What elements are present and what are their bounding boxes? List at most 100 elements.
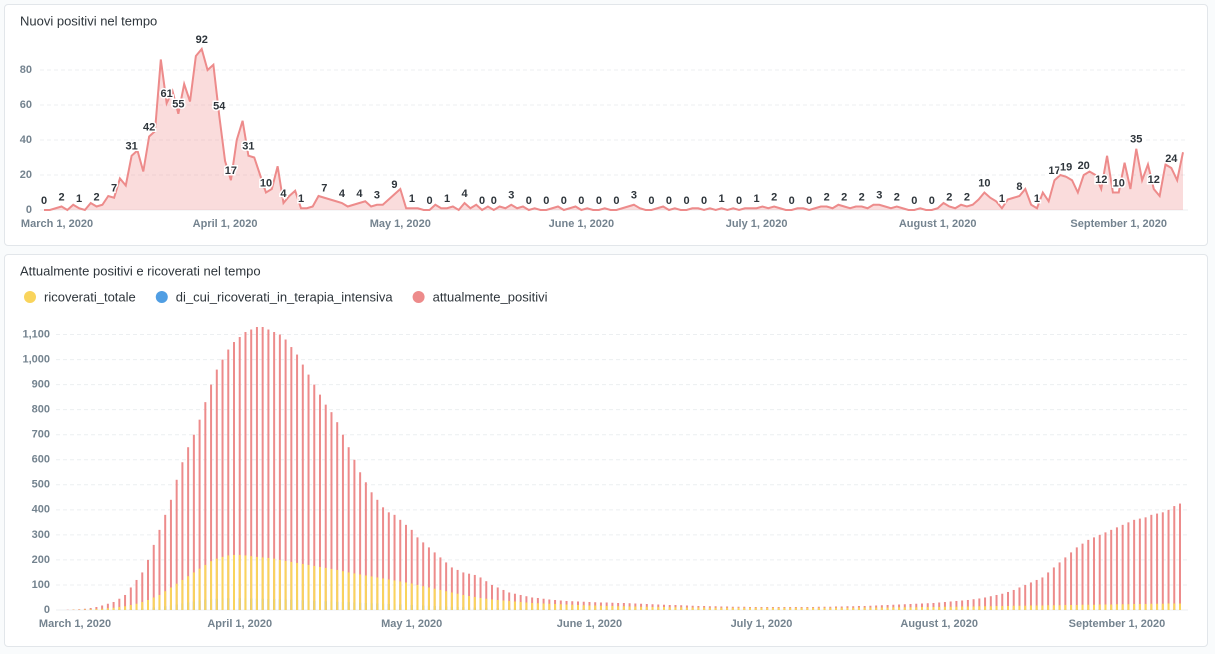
bar <box>1110 604 1113 610</box>
data-label: 2 <box>824 191 830 203</box>
bar <box>898 607 901 610</box>
bar <box>290 561 293 610</box>
data-label: 10 <box>978 177 990 189</box>
x-tick-label: July 1, 2020 <box>731 618 793 630</box>
bar <box>456 569 459 610</box>
bar <box>1018 587 1021 610</box>
bar <box>617 606 620 610</box>
data-label: 0 <box>806 195 812 207</box>
bar <box>668 607 671 610</box>
bar <box>749 607 751 610</box>
bar <box>1133 519 1136 610</box>
bar <box>301 364 304 610</box>
bar <box>244 332 247 610</box>
bar <box>118 606 121 610</box>
bar <box>427 547 430 610</box>
data-label: 0 <box>613 195 619 207</box>
bar <box>783 607 786 610</box>
bar <box>508 600 511 610</box>
bar <box>278 334 281 610</box>
bar <box>949 606 952 610</box>
bar <box>370 492 373 610</box>
bar <box>198 419 201 610</box>
bar <box>1058 605 1061 610</box>
bar <box>680 607 683 610</box>
bar <box>422 542 425 610</box>
bar <box>324 404 327 610</box>
x-tick-label: May 1, 2020 <box>370 218 431 230</box>
data-label: 55 <box>172 99 184 111</box>
data-label: 4 <box>356 188 363 200</box>
data-label: 4 <box>461 188 468 200</box>
bar <box>278 559 281 610</box>
bar <box>473 574 476 610</box>
bar <box>359 472 362 610</box>
bar <box>812 607 815 610</box>
bar <box>353 459 356 610</box>
bar <box>519 601 522 610</box>
data-label: 0 <box>526 195 532 207</box>
bar <box>542 603 545 610</box>
data-label: 1 <box>444 193 450 205</box>
legend-swatch <box>24 291 36 303</box>
bar <box>1047 605 1050 610</box>
bar <box>296 562 299 610</box>
bar <box>221 556 224 610</box>
y-tick-label: 200 <box>32 554 50 566</box>
bar <box>1029 605 1032 610</box>
data-label: 2 <box>58 191 64 203</box>
bar <box>433 588 436 610</box>
bar <box>857 607 860 610</box>
data-label: 8 <box>1016 181 1022 193</box>
bar <box>135 603 138 610</box>
bar <box>83 608 86 610</box>
bar <box>536 603 539 610</box>
bar <box>204 402 207 610</box>
bar <box>1070 552 1073 610</box>
bar <box>387 512 390 610</box>
bar <box>215 558 218 610</box>
bar <box>599 605 602 610</box>
bar <box>1052 567 1055 610</box>
bar <box>708 607 711 610</box>
bar <box>932 602 935 610</box>
bar <box>290 347 293 610</box>
data-label: 0 <box>701 195 707 207</box>
bar <box>978 606 981 610</box>
bar <box>938 602 941 610</box>
bar <box>124 594 127 610</box>
bar <box>89 607 92 610</box>
bar <box>823 607 826 610</box>
bar <box>989 596 992 610</box>
y-tick-label: 300 <box>32 529 50 541</box>
data-label: 31 <box>125 141 137 153</box>
bar <box>491 584 493 610</box>
bar <box>1138 603 1141 610</box>
bar <box>450 592 453 610</box>
bar <box>382 507 385 610</box>
data-label: 19 <box>1060 162 1072 174</box>
bar <box>571 604 574 610</box>
legend-label: di_cui_ricoverati_in_terapia_intensiva <box>176 289 394 304</box>
data-label: 10 <box>1113 177 1125 189</box>
bar <box>393 580 396 610</box>
bar <box>89 609 92 610</box>
bar <box>565 604 568 610</box>
bar <box>267 557 270 610</box>
data-label: 61 <box>161 88 173 100</box>
bar <box>771 607 774 610</box>
bar <box>691 607 694 610</box>
bar <box>1156 513 1159 610</box>
bar <box>1081 543 1084 610</box>
bar <box>112 601 115 610</box>
bar <box>307 374 310 610</box>
data-label: 0 <box>426 195 432 207</box>
bar <box>250 556 253 610</box>
bar <box>1012 605 1015 610</box>
bar <box>1104 532 1107 610</box>
bar <box>204 564 207 610</box>
bar <box>227 555 230 610</box>
bar <box>255 556 258 610</box>
bar <box>1173 603 1176 610</box>
